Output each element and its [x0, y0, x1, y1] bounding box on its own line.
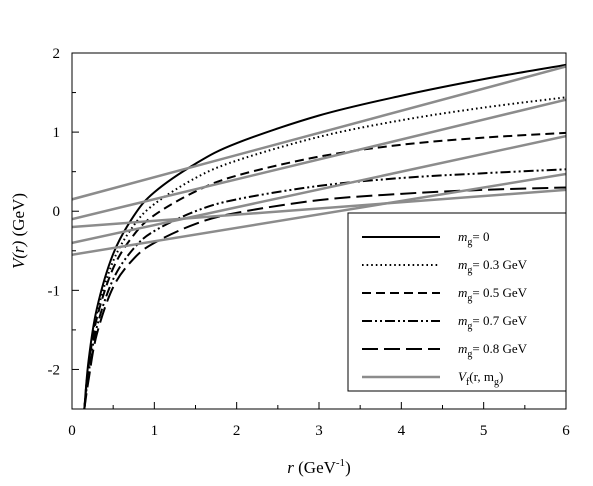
series-5-line-2 — [72, 134, 566, 245]
legend: mg= 0 mg= 0.3 GeV mg= 0.5 GeV mg= 0.7 GeV mg… — [347, 212, 567, 392]
x-tick-label: 0 — [68, 423, 76, 439]
series-layer — [72, 63, 566, 409]
x-tick-label: 4 — [398, 423, 406, 439]
x-tick-label: 3 — [315, 423, 323, 439]
legend-label-5: Vf(r, mg) — [458, 369, 503, 388]
legend-items: mg= 0 mg= 0.3 GeV mg= 0.5 GeV mg= 0.7 GeV mg… — [362, 229, 528, 388]
y-axis-label: V(r) (GeV) — [9, 193, 28, 269]
series-5-line-4 — [72, 188, 566, 229]
y-tick-label: 0 — [53, 204, 61, 220]
y-tick-label: 2 — [53, 46, 61, 62]
legend-label-4: mg= 0.8 GeV — [458, 341, 528, 360]
y-axis-label-symbol: V(r) — [9, 240, 28, 269]
x-axis-ticks: 0 1 2 3 4 5 6 — [68, 402, 570, 439]
series-2-line — [83, 131, 566, 409]
y-axis-ticks: -2 -1 0 1 2 — [48, 46, 79, 410]
legend-label-1: mg= 0.3 GeV — [458, 257, 528, 276]
legend-box — [347, 212, 567, 392]
x-tick-label: 6 — [562, 423, 570, 439]
legend-label-0: mg= 0 — [458, 229, 489, 248]
y-tick-label: -2 — [48, 362, 61, 378]
y-axis-label-unit: (GeV) — [9, 193, 28, 241]
x-axis-label: r (GeV-1) — [287, 457, 350, 477]
x-axis-label-exponent: -1 — [336, 457, 345, 469]
series-5-line-0 — [72, 65, 566, 201]
x-tick-label: 1 — [151, 423, 159, 439]
legend-label-3: mg= 0.7 GeV — [458, 313, 528, 332]
legend-label-2: mg= 0.5 GeV — [458, 285, 528, 304]
y-tick-label: 1 — [53, 125, 61, 141]
series-0-line — [83, 63, 566, 409]
series-3-line — [83, 168, 566, 409]
x-axis-label-close: ) — [345, 458, 351, 477]
y-tick-label: -1 — [48, 283, 61, 299]
x-axis-label-unit: (GeV — [294, 458, 337, 477]
series-5-line-1 — [72, 98, 566, 221]
x-tick-label: 2 — [233, 423, 241, 439]
x-axis-label-symbol: r — [287, 458, 294, 477]
x-tick-label: 5 — [480, 423, 488, 439]
series-5-line-3 — [72, 172, 566, 256]
series-4-line — [83, 186, 566, 409]
